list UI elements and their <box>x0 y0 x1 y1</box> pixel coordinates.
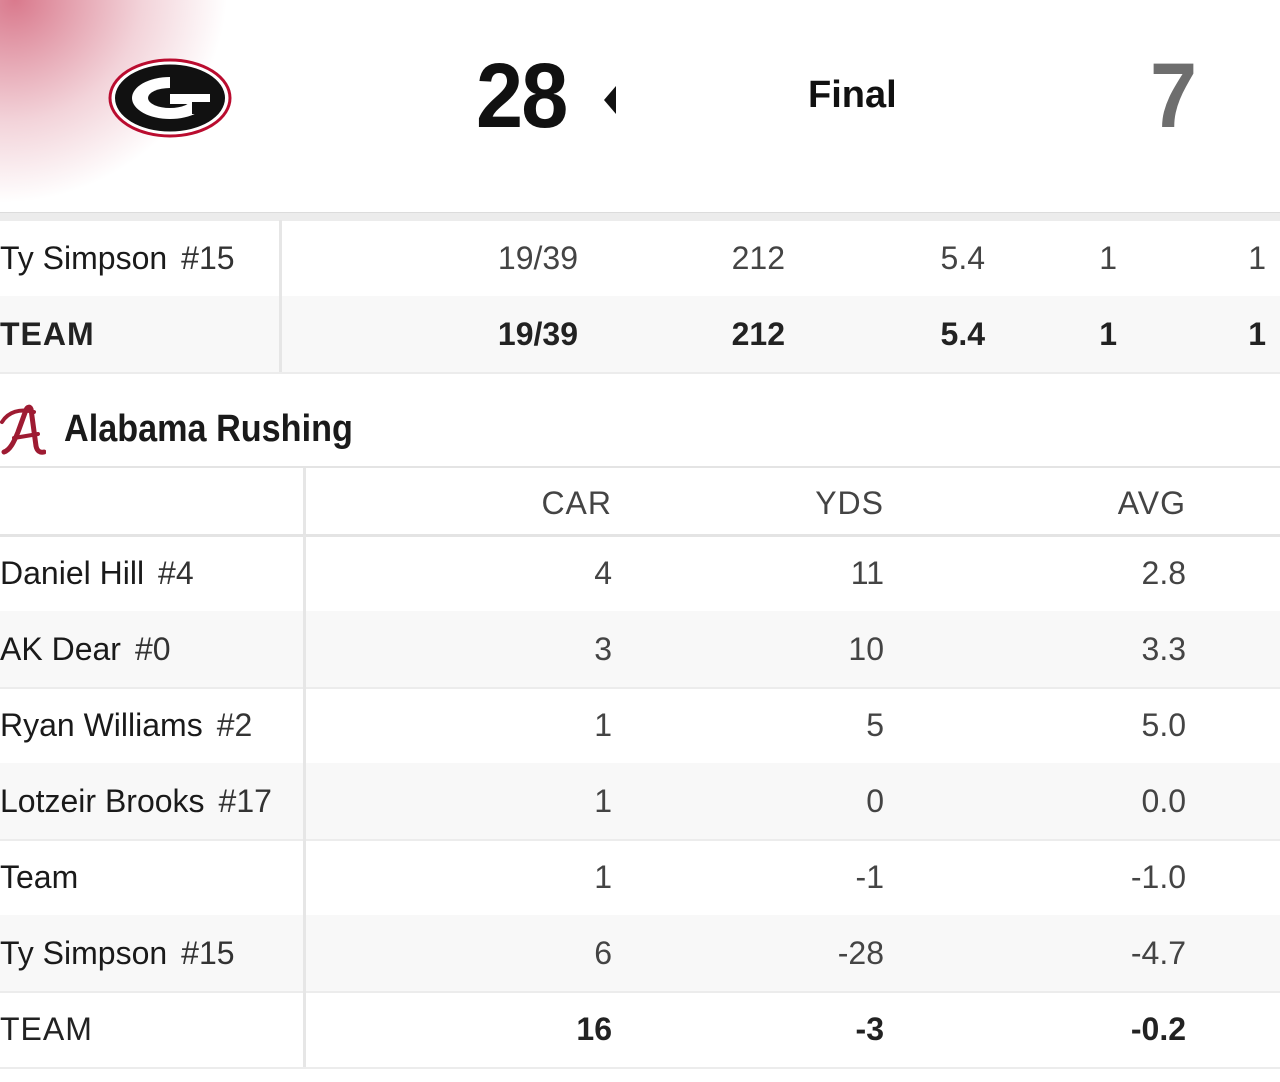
stat-avg: 5.4 <box>940 316 985 352</box>
table-row: Ryan Williams #2 1 5 5.0 <box>0 687 1280 765</box>
column-divider <box>303 611 306 687</box>
georgia-g-logo[interactable] <box>108 58 232 138</box>
player-jersey: #15 <box>181 240 235 276</box>
column-header-car[interactable]: CAR <box>541 485 612 521</box>
alabama-a-logo[interactable] <box>0 402 46 458</box>
stat-yds: -1 <box>855 859 884 895</box>
table-row-total: TEAM 16 -3 -0.2 <box>0 991 1280 1069</box>
column-divider <box>303 763 306 839</box>
player-name[interactable]: Ty Simpson <box>0 240 168 276</box>
stat-yds: 5 <box>866 707 884 743</box>
player-name-cell[interactable]: Daniel Hill #4 <box>0 535 194 611</box>
stat-yds: 0 <box>866 783 884 819</box>
column-divider <box>279 220 282 296</box>
table-row: AK Dear #0 3 10 3.3 <box>0 611 1280 689</box>
stat-avg: 3.3 <box>1141 631 1186 667</box>
stat-int: 1 <box>1248 316 1266 352</box>
column-divider <box>303 839 306 915</box>
away-score: 7 <box>1150 45 1198 147</box>
stat-int: 1 <box>1248 240 1266 276</box>
column-divider <box>303 468 306 534</box>
section-header: Alabama Rushing <box>0 396 1280 464</box>
player-name[interactable]: Daniel Hill <box>0 555 145 591</box>
winner-arrow-icon <box>604 86 616 114</box>
stat-car: 1 <box>594 707 612 743</box>
stat-td: 1 <box>1099 240 1117 276</box>
player-name-cell[interactable]: AK Dear #0 <box>0 611 171 687</box>
stat-cmp-att: 19/39 <box>497 316 578 352</box>
stat-yds: 10 <box>848 631 884 667</box>
stat-yds: 11 <box>850 555 884 591</box>
table-row: Lotzeir Brooks #17 1 0 0.0 <box>0 763 1280 841</box>
game-status: Final <box>808 74 897 116</box>
player-name[interactable]: Ty Simpson <box>0 935 168 971</box>
table-row: Ty Simpson #15 6 -28 -4.7 <box>0 915 1280 993</box>
stat-cmp-att: 19/39 <box>497 240 578 276</box>
stat-car: 3 <box>594 631 612 667</box>
stat-avg: -0.2 <box>1130 1011 1186 1047</box>
stat-car: 16 <box>576 1011 612 1047</box>
player-jersey: #4 <box>158 555 194 591</box>
player-name[interactable]: Team <box>0 859 79 895</box>
team-total-label: TEAM <box>0 991 93 1067</box>
player-jersey: #0 <box>134 631 171 667</box>
table-row: Ty Simpson #15 19/39 212 5.4 1 1 <box>0 220 1280 298</box>
player-name: TEAM <box>0 1011 93 1047</box>
player-name-cell[interactable]: Ryan Williams #2 <box>0 687 252 763</box>
player-name[interactable]: AK Dear <box>0 631 121 667</box>
scoreboard-header: 28 Final 7 <box>0 0 1280 212</box>
stat-yds: 212 <box>731 316 785 352</box>
table-row: Team 1 -1 -1.0 <box>0 839 1280 917</box>
player-name-cell[interactable]: Ty Simpson #15 <box>0 915 235 991</box>
player-jersey: #17 <box>218 783 272 819</box>
stat-td: 1 <box>1099 316 1117 352</box>
column-divider <box>303 915 306 991</box>
column-header-avg[interactable]: AVG <box>1117 485 1186 521</box>
table-row-total: TEAM 19/39 212 5.4 1 1 <box>0 296 1280 374</box>
player-name[interactable]: Ryan Williams <box>0 707 203 743</box>
player-name-cell[interactable]: Lotzeir Brooks #17 <box>0 763 272 839</box>
table-header: CAR YDS AVG <box>0 466 1280 537</box>
section-title: Alabama Rushing <box>64 408 353 450</box>
stat-yds: -28 <box>837 935 884 971</box>
stat-avg: 2.8 <box>1141 555 1186 591</box>
column-divider <box>279 296 282 372</box>
header-divider <box>0 212 1280 221</box>
table-row: Daniel Hill #4 4 11 2.8 <box>0 535 1280 613</box>
player-name-cell[interactable]: Team <box>0 839 78 915</box>
column-header-yds[interactable]: YDS <box>815 485 884 521</box>
stat-car: 4 <box>594 555 612 591</box>
stat-avg: -1.0 <box>1130 859 1186 895</box>
column-divider <box>303 687 306 763</box>
team-total-label: TEAM <box>0 316 95 352</box>
stat-car: 1 <box>594 783 612 819</box>
stat-yds: -3 <box>855 1011 884 1047</box>
stat-car: 1 <box>594 859 612 895</box>
stat-car: 6 <box>594 935 612 971</box>
home-score: 28 <box>476 45 568 147</box>
stat-avg: 5.0 <box>1141 707 1186 743</box>
player-jersey: #15 <box>181 935 235 971</box>
player-name-cell[interactable]: Ty Simpson #15 <box>0 220 235 296</box>
stat-avg: -4.7 <box>1130 935 1186 971</box>
stat-yds: 212 <box>731 240 785 276</box>
stat-avg: 5.4 <box>940 240 985 276</box>
column-divider <box>303 991 306 1067</box>
player-name[interactable]: Lotzeir Brooks <box>0 783 205 819</box>
column-divider <box>303 535 306 611</box>
player-jersey: #2 <box>216 707 253 743</box>
stat-avg: 0.0 <box>1141 783 1186 819</box>
